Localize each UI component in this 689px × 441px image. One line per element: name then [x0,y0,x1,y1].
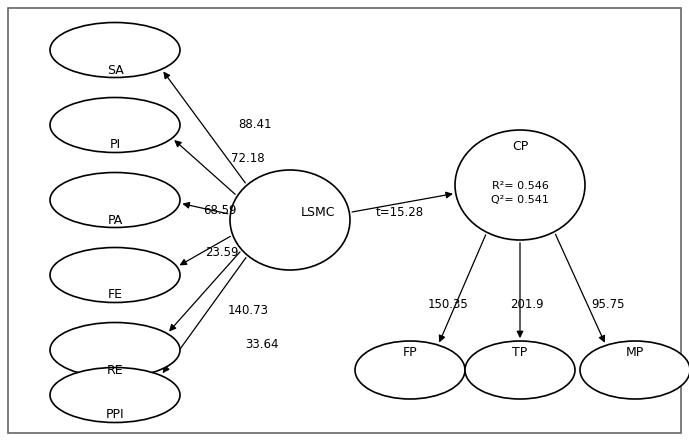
Ellipse shape [50,172,180,228]
Ellipse shape [230,170,350,270]
Text: 68.59: 68.59 [203,203,237,217]
Text: 140.73: 140.73 [227,303,269,317]
Text: 201.9: 201.9 [510,299,544,311]
Text: CP: CP [512,141,528,153]
Text: 150.35: 150.35 [428,299,469,311]
Ellipse shape [50,322,180,377]
Ellipse shape [50,22,180,78]
Text: FE: FE [107,288,123,302]
Text: PA: PA [107,213,123,227]
Text: PI: PI [110,138,121,152]
Ellipse shape [355,341,465,399]
Ellipse shape [50,97,180,153]
Text: 33.64: 33.64 [245,339,279,351]
Ellipse shape [50,367,180,422]
Text: 95.75: 95.75 [591,299,625,311]
Text: LSMC: LSMC [301,206,336,218]
Text: FP: FP [402,345,418,359]
Text: t=15.28: t=15.28 [376,206,424,220]
Text: SA: SA [107,64,123,76]
Text: R²= 0.546
Q²= 0.541: R²= 0.546 Q²= 0.541 [491,181,549,206]
Text: MP: MP [626,345,644,359]
Ellipse shape [465,341,575,399]
Text: 72.18: 72.18 [232,152,265,164]
Text: 23.59: 23.59 [205,246,239,258]
Ellipse shape [580,341,689,399]
Text: PPI: PPI [105,408,124,422]
Ellipse shape [50,247,180,303]
Text: 88.41: 88.41 [238,119,271,131]
Text: TP: TP [513,345,528,359]
Ellipse shape [455,130,585,240]
Text: RE: RE [107,363,123,377]
